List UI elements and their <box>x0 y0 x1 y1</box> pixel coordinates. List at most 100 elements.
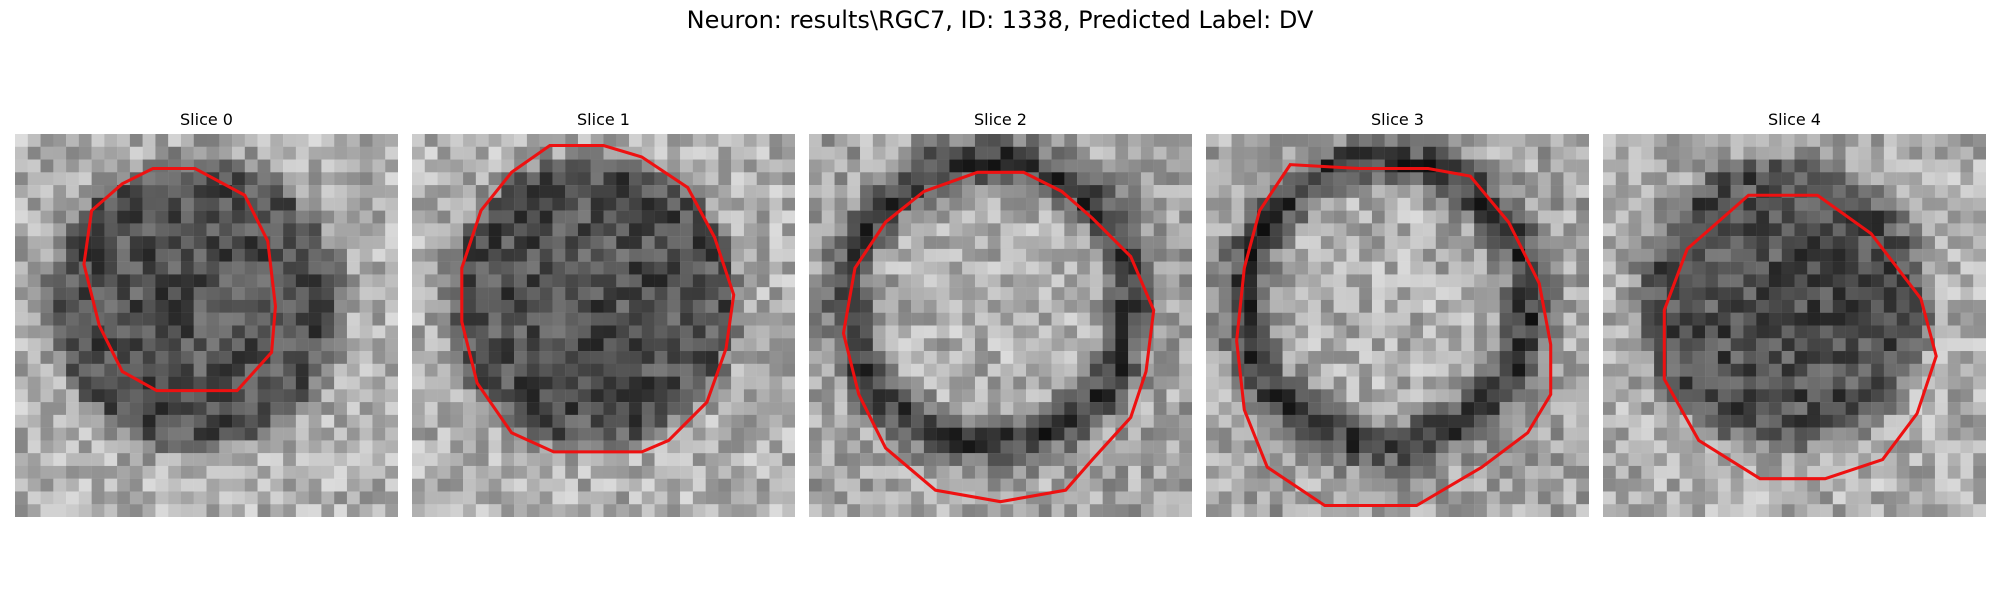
image-pixel <box>1705 504 1718 517</box>
image-pixel <box>347 326 360 339</box>
image-pixel <box>1718 172 1731 185</box>
image-pixel <box>835 351 848 364</box>
image-pixel <box>1807 160 1820 173</box>
image-pixel <box>693 453 706 466</box>
image-pixel <box>937 377 950 390</box>
image-pixel <box>924 300 937 313</box>
image-pixel <box>1423 223 1436 236</box>
image-pixel <box>1166 466 1179 479</box>
image-pixel <box>1359 287 1372 300</box>
image-pixel <box>463 274 476 287</box>
image-pixel <box>835 453 848 466</box>
image-pixel <box>835 185 848 198</box>
image-pixel <box>309 326 322 339</box>
image-pixel <box>1960 147 1973 160</box>
image-pixel <box>667 326 680 339</box>
image-pixel <box>1692 453 1705 466</box>
image-pixel <box>1064 377 1077 390</box>
image-pixel <box>1052 326 1065 339</box>
image-pixel <box>1500 504 1513 517</box>
image-pixel <box>1909 172 1922 185</box>
image-pixel <box>1077 249 1090 262</box>
image-pixel <box>1718 274 1731 287</box>
image-pixel <box>1629 491 1642 504</box>
image-pixel <box>604 185 617 198</box>
image-pixel <box>321 274 334 287</box>
image-pixel <box>1680 453 1693 466</box>
image-pixel <box>1372 351 1385 364</box>
image-pixel <box>168 223 181 236</box>
image-pixel <box>591 326 604 339</box>
image-pixel <box>911 415 924 428</box>
image-pixel <box>1960 274 1973 287</box>
image-pixel <box>693 300 706 313</box>
image-pixel <box>540 415 553 428</box>
image-pixel <box>578 287 591 300</box>
image-pixel <box>1654 389 1667 402</box>
image-pixel <box>769 389 782 402</box>
image-pixel <box>334 160 347 173</box>
image-pixel <box>1680 326 1693 339</box>
image-pixel <box>1538 236 1551 249</box>
image-pixel <box>693 351 706 364</box>
image-pixel <box>309 377 322 390</box>
image-pixel <box>1128 453 1141 466</box>
image-pixel <box>1064 313 1077 326</box>
image-pixel <box>1884 326 1897 339</box>
image-pixel <box>924 223 937 236</box>
image-pixel <box>1641 262 1654 275</box>
image-pixel <box>270 466 283 479</box>
image-pixel <box>1551 134 1564 147</box>
image-pixel <box>1769 274 1782 287</box>
image-pixel <box>207 236 220 249</box>
image-pixel <box>15 134 28 147</box>
image-pixel <box>1795 134 1808 147</box>
image-pixel <box>782 351 795 364</box>
image-pixel <box>1922 160 1935 173</box>
image-pixel <box>988 440 1001 453</box>
image-pixel <box>1500 287 1513 300</box>
image-pixel <box>296 453 309 466</box>
image-pixel <box>1871 351 1884 364</box>
image-pixel <box>1756 211 1769 224</box>
image-pixel <box>1410 466 1423 479</box>
image-pixel <box>565 211 578 224</box>
image-pixel <box>1077 185 1090 198</box>
image-pixel <box>1935 479 1948 492</box>
image-pixel <box>1973 211 1986 224</box>
image-pixel <box>744 160 757 173</box>
image-pixel <box>540 326 553 339</box>
image-pixel <box>1077 338 1090 351</box>
image-pixel <box>1629 198 1642 211</box>
image-pixel <box>1090 504 1103 517</box>
image-pixel <box>1179 223 1192 236</box>
image-pixel <box>1423 351 1436 364</box>
image-pixel <box>1052 428 1065 441</box>
image-pixel <box>924 262 937 275</box>
image-pixel <box>667 147 680 160</box>
image-pixel <box>1270 428 1283 441</box>
image-pixel <box>655 300 668 313</box>
image-pixel <box>1423 147 1436 160</box>
image-pixel <box>1295 364 1308 377</box>
image-pixel <box>360 262 373 275</box>
image-pixel <box>53 287 66 300</box>
image-pixel <box>1897 172 1910 185</box>
image-pixel <box>1346 428 1359 441</box>
image-pixel <box>1001 351 1014 364</box>
image-pixel <box>1283 491 1296 504</box>
image-pixel <box>898 274 911 287</box>
image-pixel <box>1283 351 1296 364</box>
image-pixel <box>1449 326 1462 339</box>
image-pixel <box>1795 440 1808 453</box>
image-pixel <box>476 338 489 351</box>
image-pixel <box>1283 274 1296 287</box>
image-pixel <box>1512 300 1525 313</box>
image-pixel <box>1372 172 1385 185</box>
image-pixel <box>1795 160 1808 173</box>
image-pixel <box>1769 198 1782 211</box>
image-pixel <box>514 211 527 224</box>
image-pixel <box>655 351 668 364</box>
image-pixel <box>1103 198 1116 211</box>
image-pixel <box>463 428 476 441</box>
